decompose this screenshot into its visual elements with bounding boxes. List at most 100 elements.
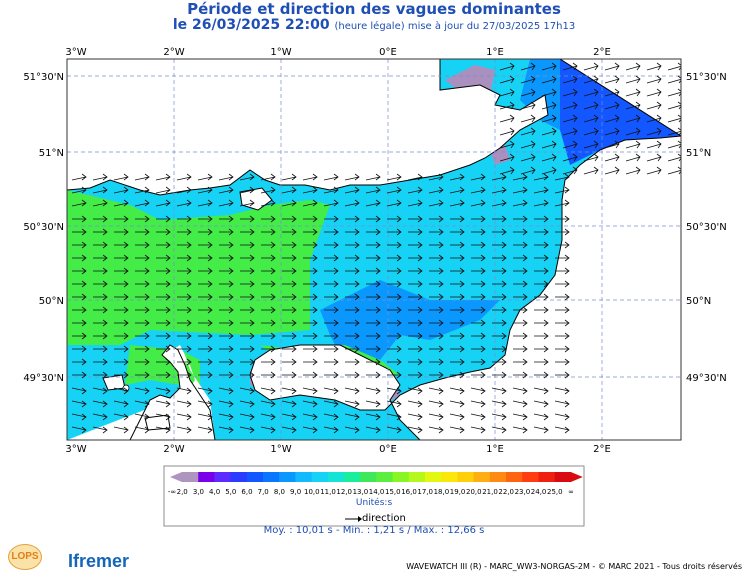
- direction-arrow: [197, 186, 213, 194]
- direction-arrow: [156, 241, 171, 249]
- direction-arrow: [555, 345, 570, 353]
- direction-arrow: [135, 345, 150, 353]
- direction-arrow: [499, 153, 515, 162]
- direction-arrow: [135, 358, 150, 366]
- ifremer-logo: Ifremer: [68, 551, 130, 571]
- direction-arrow: [93, 319, 108, 327]
- direction-arrow: [302, 173, 318, 181]
- direction-arrow: [156, 371, 171, 379]
- direction-arrow: [113, 413, 129, 421]
- colorbar-label: 25,0: [547, 488, 563, 496]
- direction-arrow: [471, 280, 486, 288]
- direction-arrow: [541, 140, 557, 149]
- direction-arrow: [555, 371, 570, 379]
- direction-arrow: [282, 267, 297, 275]
- colorbar-swatch: [263, 472, 280, 482]
- direction-arrow: [93, 215, 108, 223]
- colorbar-swatch: [360, 472, 377, 482]
- direction-arrow: [324, 293, 339, 301]
- direction-arrow: [156, 345, 171, 353]
- direction-arrow: [386, 413, 402, 421]
- direction-arrow: [555, 293, 570, 301]
- direction-arrow: [239, 173, 255, 181]
- direction-arrow: [156, 332, 171, 340]
- direction-arrow: [345, 358, 360, 366]
- direction-arrow: [260, 413, 276, 421]
- direction-arrow: [240, 345, 255, 353]
- lon-label-bottom-2w: 2°W: [163, 444, 184, 455]
- direction-arrow: [239, 426, 255, 434]
- direction-arrow: [113, 199, 129, 207]
- direction-arrow: [408, 332, 423, 340]
- colorbar-label: 21,0: [482, 488, 498, 496]
- direction-arrow: [344, 400, 360, 408]
- lat-label-left-49-30: 49°30'N: [23, 373, 64, 384]
- direction-arrow: [261, 267, 276, 275]
- direction-arrow: [449, 413, 465, 421]
- direction-arrow: [625, 127, 641, 136]
- direction-arrow: [240, 215, 255, 223]
- direction-arrow: [499, 62, 515, 71]
- direction-arrow: [646, 114, 662, 123]
- direction-arrow: [583, 88, 599, 97]
- direction-arrow: [176, 400, 192, 408]
- direction-arrow: [387, 319, 402, 327]
- direction-arrow: [176, 387, 192, 395]
- direction-arrow: [197, 413, 213, 421]
- direction-arrow: [554, 400, 570, 408]
- direction-arrow: [177, 254, 192, 262]
- direction-arrow: [492, 345, 507, 353]
- direction-arrow: [513, 267, 528, 275]
- direction-arrow: [492, 371, 507, 379]
- jersey-island: [144, 414, 171, 431]
- direction-arrow: [366, 306, 381, 314]
- colorbar-swatch: [214, 472, 232, 482]
- direction-arrow: [428, 426, 444, 434]
- direction-arrow: [667, 114, 681, 123]
- direction-arrow: [72, 319, 87, 327]
- direction-arrow: [365, 400, 381, 408]
- direction-arrow: [555, 332, 570, 340]
- direction-arrow: [541, 127, 557, 136]
- lat-label-right-50: 50°N: [686, 296, 711, 307]
- direction-arrow: [219, 215, 234, 223]
- direction-arrow: [387, 280, 402, 288]
- direction-arrow: [513, 371, 528, 379]
- direction-arrow: [534, 332, 549, 340]
- direction-arrow: [492, 267, 507, 275]
- direction-arrow: [449, 400, 465, 408]
- direction-arrow: [520, 153, 536, 162]
- direction-arrow: [113, 186, 129, 194]
- lops-logo: LOPS: [8, 544, 42, 570]
- direction-arrow: [429, 267, 444, 275]
- direction-arrow: [555, 215, 570, 223]
- direction-arrow: [534, 280, 549, 288]
- lat-label-left-50-30: 50°30'N: [23, 222, 64, 233]
- direction-arrow: [604, 88, 620, 97]
- direction-arrow: [177, 241, 192, 249]
- direction-arrow: [667, 75, 681, 84]
- lon-label-top-1e: 1°E: [486, 47, 504, 58]
- direction-arrow: [408, 280, 423, 288]
- direction-arrow: [513, 293, 528, 301]
- direction-arrow: [240, 332, 255, 340]
- direction-arrow: [72, 371, 87, 379]
- direction-arrow: [534, 345, 549, 353]
- direction-arrow: [491, 199, 507, 207]
- direction-arrow: [533, 186, 549, 194]
- direction-arrow: [667, 62, 681, 71]
- direction-arrow: [302, 426, 318, 434]
- direction-arrow: [344, 199, 360, 207]
- direction-arrow: [303, 280, 318, 288]
- direction-arrow: [323, 387, 339, 395]
- direction-arrow: [450, 319, 465, 327]
- direction-arrow: [520, 127, 536, 136]
- direction-arrow: [471, 254, 486, 262]
- direction-arrow: [219, 254, 234, 262]
- direction-arrow: [386, 400, 402, 408]
- direction-arrow: [555, 228, 570, 236]
- direction-arrow: [534, 371, 549, 379]
- colorbar-label: 23,0: [515, 488, 531, 496]
- direction-arrow: [282, 254, 297, 262]
- direction-sample-arrowhead: [358, 516, 362, 522]
